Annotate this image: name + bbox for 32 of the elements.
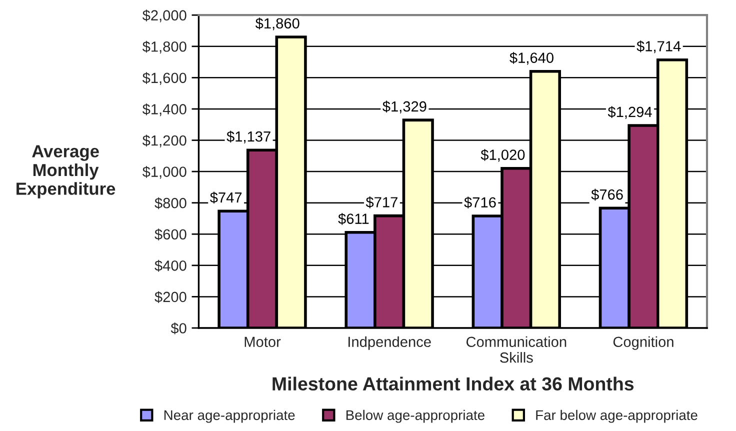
y-tick-label: $1,000 xyxy=(142,166,186,179)
x-tick-label: Motor xyxy=(244,336,281,348)
y-tick-label: $1,400 xyxy=(142,103,186,116)
data-label: $1,294 xyxy=(608,106,652,119)
x-tick-label: Communication Skills xyxy=(466,336,566,363)
y-tick-label: $600 xyxy=(154,228,186,240)
x-axis-title: Milestone Attainment Index at 36 Months xyxy=(272,376,634,391)
y-tick-label: $1,200 xyxy=(142,134,186,148)
data-label: $1,020 xyxy=(480,149,525,162)
y-tick-label: $400 xyxy=(154,260,186,272)
y-tick-label: $2,000 xyxy=(142,10,186,22)
y-tick-label: $0 xyxy=(170,322,186,334)
x-tick-label: Cognition xyxy=(613,336,674,350)
data-label: $1,329 xyxy=(382,100,426,114)
data-label: $747 xyxy=(210,192,242,204)
legend-label: Near age-appropriate xyxy=(164,410,295,423)
x-tick-label: Indpendence xyxy=(348,336,431,350)
data-label: $1,860 xyxy=(255,18,300,30)
legend-label: Below age-appropriate xyxy=(346,410,484,423)
data-label: $1,640 xyxy=(510,52,554,65)
data-label: $1,137 xyxy=(226,130,270,144)
data-label: $716 xyxy=(464,196,496,208)
y-tick-label: $1,800 xyxy=(142,40,186,54)
y-axis-title: Average Monthly Expenditure xyxy=(16,145,116,198)
y-tick-label: $1,600 xyxy=(142,72,186,85)
data-label: $766 xyxy=(591,188,623,201)
data-label: $611 xyxy=(338,213,369,225)
data-label: $1,714 xyxy=(636,40,681,54)
y-tick-label: $800 xyxy=(154,197,186,210)
y-tick-label: $200 xyxy=(154,291,186,303)
legend-label: Far below age-appropriate xyxy=(536,410,698,423)
data-label: $717 xyxy=(366,196,398,208)
